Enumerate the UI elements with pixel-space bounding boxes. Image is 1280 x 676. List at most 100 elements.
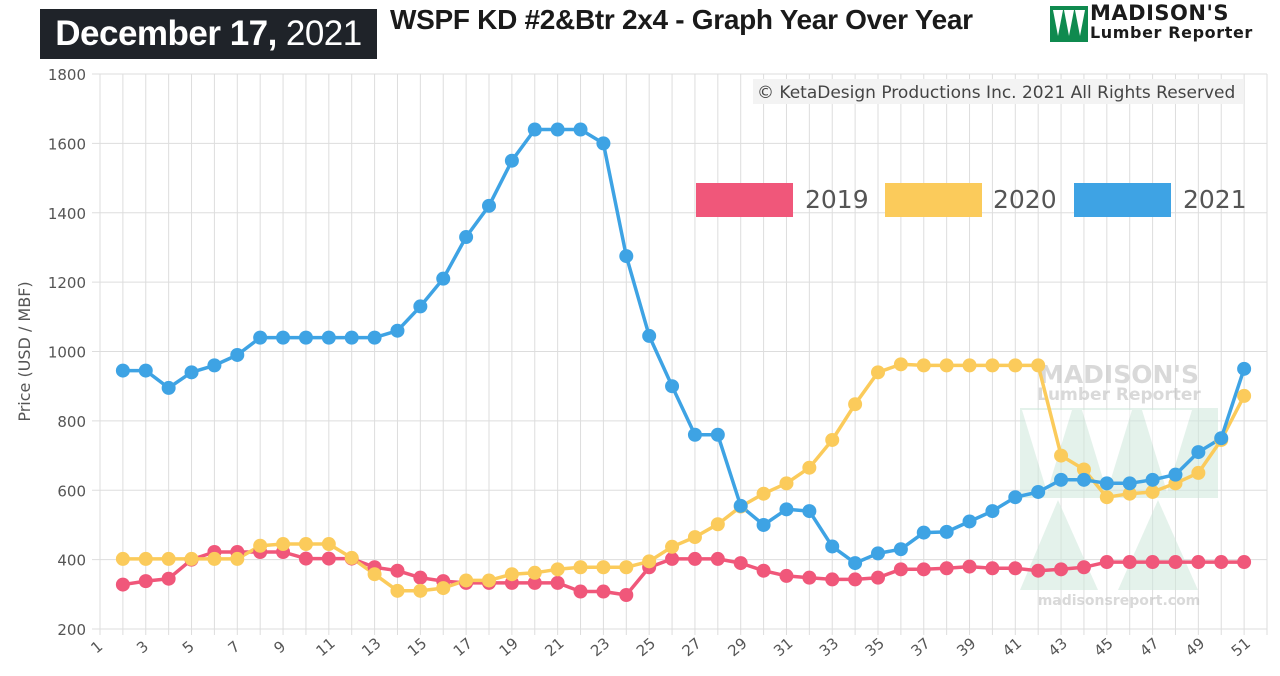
data-point-2020 — [184, 551, 199, 566]
x-tick-label: 45 — [1091, 634, 1117, 660]
data-point-2020 — [848, 397, 863, 412]
watermark-line1: MADISON'S — [1039, 360, 1199, 389]
data-point-2019 — [298, 551, 313, 566]
data-point-2019 — [1054, 562, 1069, 577]
x-tick-label: 37 — [907, 634, 933, 660]
legend-label-2020: 2020 — [993, 185, 1057, 214]
data-point-2019 — [1191, 555, 1206, 570]
x-tick-label: 21 — [541, 634, 567, 660]
x-tick-label: 9 — [270, 637, 289, 657]
data-point-2020 — [1076, 462, 1091, 477]
y-axis-label: Price (USD / MBF) — [15, 281, 34, 421]
date-banner: December 17, 2021 — [40, 9, 377, 59]
data-point-2021 — [573, 122, 588, 137]
data-point-2021 — [390, 323, 405, 338]
data-point-2020 — [710, 517, 725, 532]
data-point-2020 — [1237, 388, 1252, 403]
legend: 2019 2020 2021 — [696, 183, 1247, 217]
brand-line2: Lumber Reporter — [1090, 23, 1253, 42]
watermark-line2: Lumber Reporter — [1037, 385, 1201, 405]
data-point-2019 — [527, 575, 542, 590]
y-tick-label: 600 — [57, 482, 86, 500]
data-point-2020 — [504, 567, 519, 582]
x-tick-label: 23 — [587, 634, 613, 660]
chart-title: WSPF KD #2&Btr 2x4 - Graph Year Over Yea… — [390, 4, 973, 35]
data-point-2021 — [825, 539, 840, 554]
data-point-2019 — [1237, 555, 1252, 570]
data-point-2019 — [985, 561, 1000, 576]
data-point-2019 — [390, 563, 405, 578]
data-point-2020 — [573, 560, 588, 575]
y-tick-label: 1200 — [48, 274, 86, 292]
data-point-2021 — [871, 546, 885, 561]
data-point-2019 — [825, 572, 840, 587]
data-point-2020 — [802, 460, 817, 475]
x-tick-label: 11 — [313, 634, 339, 660]
data-point-2019 — [1031, 563, 1046, 578]
data-point-2019 — [619, 588, 634, 603]
y-tick-label: 1400 — [48, 205, 86, 223]
data-point-2020 — [321, 537, 336, 552]
data-point-2020 — [527, 565, 542, 580]
date-month-day: December 17, — [55, 14, 277, 53]
data-point-2019 — [1168, 555, 1183, 570]
data-point-2020 — [413, 583, 428, 598]
data-point-2021 — [1145, 472, 1160, 487]
y-tick-label: 400 — [57, 552, 86, 570]
data-point-2019 — [573, 584, 588, 599]
data-point-2021 — [321, 330, 336, 345]
data-point-2021 — [733, 498, 748, 513]
data-point-2019 — [1099, 555, 1114, 570]
data-point-2021 — [939, 524, 954, 539]
data-point-2021 — [230, 347, 245, 362]
x-tick-label: 31 — [770, 634, 796, 660]
watermark-shape — [1020, 500, 1098, 590]
x-tick-label: 39 — [953, 634, 979, 660]
x-tick-label: 5 — [179, 637, 198, 657]
data-point-2019 — [871, 570, 885, 585]
data-point-2020 — [916, 358, 931, 373]
data-point-2019 — [962, 559, 977, 574]
y-tick-label: 1800 — [48, 66, 86, 84]
watermark-shape — [1082, 410, 1132, 492]
legend-label-2019: 2019 — [805, 185, 869, 214]
data-point-2021 — [1054, 472, 1069, 487]
data-point-2020 — [298, 537, 313, 552]
copyright-box — [753, 79, 1243, 104]
data-point-2021 — [253, 330, 268, 345]
data-point-2021 — [1076, 472, 1091, 487]
data-point-2021 — [848, 556, 863, 571]
data-point-2021 — [710, 427, 725, 442]
data-point-2019 — [802, 570, 817, 585]
data-point-2019 — [138, 574, 153, 589]
x-tick-label: 13 — [358, 634, 384, 660]
data-point-2020 — [1122, 486, 1137, 501]
series-layer — [115, 122, 1252, 603]
data-point-2020 — [1031, 358, 1046, 373]
data-point-2020 — [344, 550, 359, 565]
overlay-layer: © KetaDesign Productions Inc. 2021 All R… — [753, 79, 1243, 104]
data-point-2021 — [1122, 476, 1137, 491]
data-point-2021 — [344, 330, 359, 345]
y-tick-label: 200 — [57, 621, 86, 639]
watermark-shape — [1022, 410, 1072, 492]
copyright-text: © KetaDesign Productions Inc. 2021 All R… — [757, 83, 1235, 103]
watermark-url: madisonsreport.com — [1038, 593, 1201, 609]
data-point-2020 — [665, 539, 680, 554]
x-tick-label: 19 — [496, 634, 522, 660]
data-point-2019 — [687, 551, 702, 566]
data-point-2021 — [687, 427, 702, 442]
data-point-2021 — [1008, 490, 1023, 505]
data-point-2021 — [504, 153, 519, 168]
legend-swatch-2020 — [885, 183, 982, 217]
data-point-2021 — [642, 328, 657, 343]
data-point-2020 — [893, 357, 908, 372]
brand-line1: MADISON'S — [1090, 1, 1230, 25]
data-point-2021 — [665, 379, 680, 394]
data-point-2020 — [779, 476, 794, 491]
data-point-2021 — [482, 198, 496, 213]
legend-swatch-2019 — [696, 183, 793, 217]
x-tick-label: 15 — [404, 634, 430, 660]
x-tick-label: 17 — [450, 634, 476, 660]
